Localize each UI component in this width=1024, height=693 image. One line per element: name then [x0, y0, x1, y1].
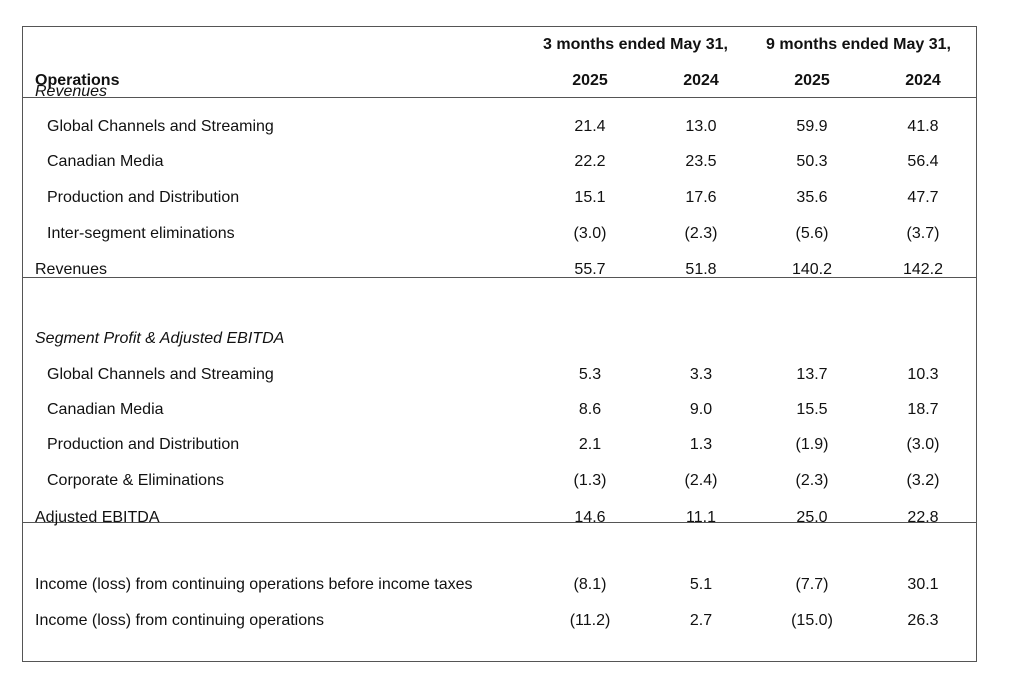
cell-value: 51.8	[685, 261, 717, 278]
cell-value: 59.9	[796, 118, 828, 135]
table-row: Inter-segment eliminations (3.0) (2.3) (5.6…	[23, 222, 976, 246]
cell-value: (3.2)	[906, 472, 940, 489]
row-label: Global Channels and Streaming	[47, 118, 274, 135]
cell-value: 10.3	[907, 366, 939, 383]
table-row: Revenues	[23, 80, 976, 104]
header-operations: Operations	[35, 72, 120, 89]
cell-value: 5.1	[689, 576, 713, 593]
cell-value: (7.7)	[795, 576, 829, 593]
row-label: Income (loss) from continuing operations	[35, 612, 325, 629]
row-label: Inter-segment eliminations	[47, 225, 235, 242]
cell-value: 2.7	[689, 612, 713, 629]
cell-value: 5.3	[578, 366, 602, 383]
row-label: Production and Distribution	[47, 436, 240, 453]
row-label: Production and Distribution	[47, 189, 240, 206]
table-row: Canadian Media 8.6 9.0 15.5 18.7	[23, 398, 976, 422]
cell-value: (2.3)	[684, 225, 718, 242]
cell-value: 11.1	[686, 509, 716, 526]
table-row: Revenues 55.7 51.8 140.2 142.2	[23, 258, 976, 282]
cell-value: 30.1	[907, 576, 939, 593]
header-year: 2024	[683, 72, 719, 89]
cell-value: 22.8	[907, 509, 939, 526]
row-label: Canadian Media	[47, 401, 164, 418]
cell-value: 21.4	[574, 118, 606, 135]
cell-value: (5.6)	[795, 225, 829, 242]
cell-value: (8.1)	[573, 576, 607, 593]
cell-value: 1.3	[689, 436, 713, 453]
cell-value: 50.3	[796, 153, 828, 170]
divider	[23, 277, 976, 278]
table-row: Corporate & Eliminations (1.3) (2.4) (2.3) (…	[23, 469, 976, 493]
table-row: Production and Distribution 2.1 1.3 (1.9) (3…	[23, 433, 976, 457]
cell-value: (15.0)	[791, 612, 833, 629]
cell-value: 55.7	[574, 261, 606, 278]
table-row: Income (loss) from continuing operations…	[23, 609, 976, 633]
row-label: Corporate & Eliminations	[47, 472, 224, 489]
cell-value: 23.5	[685, 153, 717, 170]
cell-value: 2.1	[578, 436, 602, 453]
table-row: Segment Profit & Adjusted EBITDA	[23, 327, 976, 351]
table-row: Global Channels and Streaming 5.3 3.3 13.7 1…	[23, 363, 976, 387]
cell-value: 18.7	[907, 401, 939, 418]
header-year: 2025	[572, 72, 608, 89]
cell-value: (3.0)	[573, 225, 607, 242]
cell-value: 17.6	[685, 189, 717, 206]
cell-value: 25.0	[796, 509, 828, 526]
cell-value: 35.6	[796, 189, 828, 206]
cell-value: 15.5	[796, 401, 828, 418]
cell-value: 15.1	[574, 189, 606, 206]
row-label: Canadian Media	[47, 153, 164, 170]
cell-value: (3.7)	[906, 225, 940, 242]
table-row: Global Channels and Streaming 21.4 13.0 59.…	[23, 115, 976, 139]
table-row: Adjusted EBITDA 14.6 11.1 25.0 22.8	[23, 506, 976, 530]
cell-value: (3.0)	[906, 436, 940, 453]
section-heading: Revenues	[35, 83, 108, 100]
header-group-9-months: 9 months ended May 31,	[766, 36, 951, 53]
section-heading: Segment Profit & Adjusted EBITDA	[35, 330, 285, 347]
header-year: 2024	[905, 72, 941, 89]
cell-value: (11.2)	[569, 612, 611, 629]
divider	[23, 522, 976, 523]
cell-value: 8.6	[578, 401, 602, 418]
financial-table: 3 months ended May 31, 9 months ended Ma…	[22, 26, 977, 662]
cell-value: 3.3	[689, 366, 713, 383]
table-row: Production and Distribution 15.1 17.6 35.6 4…	[23, 186, 976, 210]
header-group-3-months: 3 months ended May 31,	[543, 36, 728, 53]
cell-value: 13.0	[685, 118, 717, 135]
cell-value: 142.2	[902, 261, 944, 278]
row-label: Adjusted EBITDA	[35, 509, 160, 526]
cell-value: 9.0	[689, 401, 713, 418]
cell-value: (2.3)	[795, 472, 829, 489]
row-label: Global Channels and Streaming	[47, 366, 274, 383]
table-row: Canadian Media 22.2 23.5 50.3 56.4	[23, 150, 976, 174]
table-row: Income (loss) from continuing operations…	[23, 573, 976, 597]
cell-value: (1.9)	[795, 436, 829, 453]
cell-value: 14.6	[574, 509, 606, 526]
cell-value: (2.4)	[684, 472, 718, 489]
row-label: Revenues	[35, 261, 108, 278]
cell-value: 26.3	[907, 612, 939, 629]
cell-value: 22.2	[574, 153, 606, 170]
row-label: Income (loss) from continuing operations…	[35, 576, 473, 593]
cell-value: 47.7	[907, 189, 939, 206]
cell-value: 13.7	[796, 366, 828, 383]
divider	[23, 97, 976, 98]
cell-value: 56.4	[907, 153, 939, 170]
cell-value: 140.2	[791, 261, 833, 278]
cell-value: 41.8	[907, 118, 939, 135]
cell-value: (1.3)	[573, 472, 607, 489]
header-year: 2025	[794, 72, 830, 89]
